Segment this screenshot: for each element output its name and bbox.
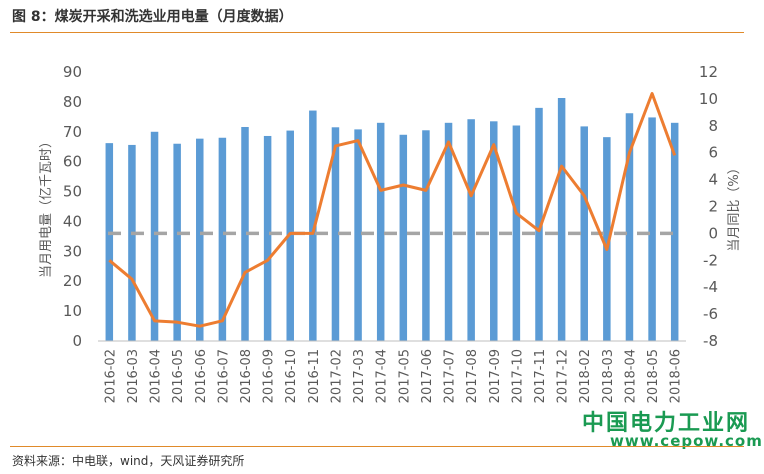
bar-2017-11 <box>535 107 543 341</box>
right-tick-label: 2 <box>708 198 718 216</box>
bar-2017-08 <box>467 119 475 341</box>
bar-2016-08 <box>241 126 249 342</box>
x-tick-label: 2017-03 <box>352 349 367 403</box>
x-tick-label: 2016-04 <box>149 349 164 403</box>
left-tick-label: 30 <box>63 242 82 260</box>
bar-2017-03 <box>354 129 362 341</box>
bar-2016-03 <box>128 144 136 341</box>
right-tick-label: 8 <box>708 117 718 135</box>
x-tick-label: 2018-03 <box>601 349 616 403</box>
left-tick-label: 80 <box>63 93 82 111</box>
bar-2017-06 <box>422 130 430 341</box>
x-tick-label: 2016-03 <box>126 349 141 403</box>
left-tick-label: 50 <box>63 183 82 201</box>
footer-rule <box>10 446 744 447</box>
bar-2018-03 <box>603 137 611 341</box>
x-tick-label: 2017-11 <box>533 349 548 403</box>
bar-2016-04 <box>150 131 159 341</box>
right-tick-label: 10 <box>699 90 718 108</box>
bar-2017-12 <box>557 98 566 342</box>
bar-2017-10 <box>512 125 521 341</box>
x-tick-label: 2018-04 <box>623 349 638 403</box>
x-axis-ticks: 2016-02 2016-03 2016-04 2016-05 2016-06 2016-… <box>103 349 683 403</box>
chart-title: 图 8：煤炭开采和洗选业用电量（月度数据） <box>12 9 293 25</box>
right-tick-label: 4 <box>708 171 718 189</box>
left-tick-label: 10 <box>63 302 82 320</box>
left-tick-label: 40 <box>63 212 82 230</box>
right-tick-label: 6 <box>708 144 718 162</box>
yoy-line-series <box>108 92 677 328</box>
bar-2018-04 <box>625 113 634 341</box>
left-tick-label: 20 <box>63 272 82 290</box>
x-tick-label: 2017-09 <box>488 349 503 403</box>
right-tick-label: 12 <box>699 63 718 81</box>
x-tick-label: 2017-10 <box>510 349 525 403</box>
bar-series <box>105 98 679 342</box>
left-tick-label: 0 <box>72 332 82 350</box>
right-tick-label: -6 <box>703 305 718 323</box>
bar-2016-07 <box>218 137 227 341</box>
right-axis-label: 当月同比（%） <box>727 161 742 251</box>
watermark-name: 中国电力工业网 <box>582 411 751 436</box>
x-tick-label: 2016-10 <box>284 349 299 403</box>
left-axis-label: 当月用电量（亿千瓦时） <box>39 135 54 278</box>
x-tick-label: 2017-02 <box>329 349 344 403</box>
bar-2017-05 <box>399 134 408 341</box>
bar-2016-06 <box>196 138 204 341</box>
left-tick-label: 60 <box>63 153 82 171</box>
left-tick-label: 90 <box>63 63 82 81</box>
x-tick-label: 2016-08 <box>239 349 254 403</box>
x-tick-label: 2017-04 <box>375 349 390 403</box>
bar-2016-02 <box>105 143 114 341</box>
x-tick-label: 2016-05 <box>171 349 186 403</box>
x-tick-label: 2016-11 <box>307 349 322 403</box>
left-axis-ticks: 0 10 20 30 40 50 60 70 80 90 <box>63 63 82 350</box>
bar-2016-09 <box>263 135 272 341</box>
bar-2017-04 <box>376 122 385 341</box>
left-tick-label: 70 <box>63 123 82 141</box>
right-axis-ticks: -8 -6 -4 -2 0 2 4 6 8 10 12 <box>699 63 718 350</box>
x-tick-label: 2017-07 <box>443 349 458 403</box>
x-tick-label: 2017-12 <box>556 349 571 403</box>
bar-2016-05 <box>173 143 181 341</box>
bar-2017-07 <box>444 122 453 341</box>
bar-2018-05 <box>648 117 656 341</box>
x-tick-label: 2017-06 <box>420 349 435 403</box>
x-tick-label: 2016-09 <box>262 349 277 403</box>
title-underline <box>10 32 744 33</box>
x-tick-label: 2016-06 <box>194 349 209 403</box>
x-tick-label: 2017-05 <box>397 349 412 403</box>
bar-2016-11 <box>309 110 317 341</box>
right-tick-label: -2 <box>703 251 718 269</box>
x-tick-label: 2018-06 <box>669 349 684 403</box>
source-note: 资料来源：中电联，wind，天风证券研究所 <box>12 454 245 468</box>
x-tick-label: 2016-07 <box>216 349 231 403</box>
bar-2016-10 <box>286 130 294 341</box>
right-tick-label: -8 <box>703 332 718 350</box>
watermark-url: www.cepow.com <box>610 432 763 450</box>
right-tick-label: 0 <box>708 224 718 242</box>
x-tick-label: 2018-02 <box>578 349 593 403</box>
bar-2018-02 <box>580 126 588 341</box>
bar-2017-09 <box>490 121 498 341</box>
x-tick-label: 2016-02 <box>103 349 118 403</box>
right-tick-label: -4 <box>703 278 718 296</box>
bar-2018-06 <box>670 122 679 341</box>
bar-2017-02 <box>331 127 340 342</box>
x-tick-label: 2018-05 <box>646 349 661 403</box>
x-tick-label: 2017-08 <box>465 349 480 403</box>
